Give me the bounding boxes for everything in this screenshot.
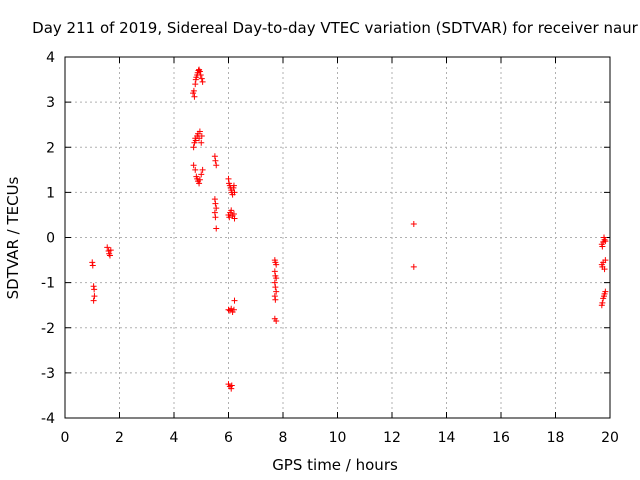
data-point xyxy=(212,157,219,164)
data-point xyxy=(107,247,114,254)
data-point xyxy=(599,243,606,250)
data-point xyxy=(213,225,220,232)
x-tick-label: 20 xyxy=(601,430,619,446)
data-point xyxy=(602,288,609,295)
data-point xyxy=(190,144,197,151)
data-point xyxy=(195,67,202,74)
data-point xyxy=(89,262,96,269)
grid xyxy=(65,57,610,418)
data-point xyxy=(231,189,238,196)
y-tick-label: 3 xyxy=(46,95,55,111)
data-points xyxy=(89,66,609,392)
data-point xyxy=(197,72,204,79)
data-point xyxy=(271,268,278,275)
data-point xyxy=(602,257,609,264)
data-point xyxy=(198,75,205,82)
data-point xyxy=(225,175,232,182)
data-point xyxy=(272,284,279,291)
x-tick-label: 16 xyxy=(492,430,510,446)
data-point xyxy=(226,214,233,221)
data-point xyxy=(91,286,98,293)
data-point xyxy=(228,385,235,392)
x-tick-label: 6 xyxy=(224,430,233,446)
data-point xyxy=(213,205,220,212)
data-point xyxy=(599,299,606,306)
data-point xyxy=(273,317,280,324)
data-point xyxy=(230,182,237,189)
y-tick-label: 2 xyxy=(46,140,55,156)
data-point xyxy=(272,296,279,303)
data-point xyxy=(231,297,238,304)
data-point xyxy=(191,93,198,100)
data-point xyxy=(410,263,417,270)
plot-frame xyxy=(64,56,611,419)
data-point xyxy=(273,288,280,295)
data-point xyxy=(104,244,111,251)
data-point xyxy=(196,180,203,187)
data-point xyxy=(231,215,238,222)
data-point xyxy=(198,139,205,146)
data-point xyxy=(230,211,237,218)
data-point xyxy=(228,207,235,214)
data-point xyxy=(192,137,199,144)
data-point xyxy=(211,153,218,160)
y-tick-label: 0 xyxy=(46,231,55,247)
data-point xyxy=(190,162,197,169)
y-tick-label: -4 xyxy=(41,411,55,427)
x-tick-label: 8 xyxy=(279,430,288,446)
data-point xyxy=(228,382,235,389)
data-point xyxy=(106,252,113,259)
data-point xyxy=(198,132,205,139)
data-point xyxy=(212,214,219,221)
x-tick-label: 10 xyxy=(329,430,347,446)
data-point xyxy=(211,209,218,216)
y-tick-label: 1 xyxy=(46,185,55,201)
data-point xyxy=(212,200,219,207)
data-point xyxy=(228,305,235,312)
data-point xyxy=(192,166,199,173)
data-point xyxy=(410,220,417,227)
data-point xyxy=(199,78,206,85)
data-point xyxy=(271,293,278,300)
data-point xyxy=(196,68,203,75)
x-axis-label: GPS time / hours xyxy=(272,456,398,474)
data-point xyxy=(196,128,203,135)
x-tick-label: 0 xyxy=(61,430,70,446)
x-tick-label: 12 xyxy=(383,430,401,446)
data-point xyxy=(213,162,220,169)
data-point xyxy=(192,81,199,88)
data-point xyxy=(230,306,237,313)
x-tick-label: 14 xyxy=(438,430,456,446)
x-tick-label: 4 xyxy=(170,430,179,446)
x-tick-label: 18 xyxy=(547,430,565,446)
data-point xyxy=(199,166,206,173)
data-point xyxy=(602,238,609,245)
y-tick-label: -3 xyxy=(41,366,55,382)
y-tick-label: 4 xyxy=(46,50,55,66)
data-point xyxy=(211,196,218,203)
y-tick-label: -1 xyxy=(41,276,55,292)
y-tick-label: -2 xyxy=(41,321,55,337)
data-point xyxy=(198,171,205,178)
x-tick-label: 2 xyxy=(115,430,124,446)
data-point xyxy=(91,293,98,300)
data-point xyxy=(273,275,280,282)
data-point xyxy=(271,279,278,286)
data-point xyxy=(225,306,232,313)
data-point xyxy=(90,297,97,304)
data-point xyxy=(601,266,608,273)
data-point xyxy=(90,283,97,290)
data-point xyxy=(601,236,608,243)
data-point xyxy=(190,87,197,94)
data-point xyxy=(89,259,96,266)
data-point xyxy=(196,176,203,183)
data-point xyxy=(273,261,280,268)
chart-title: Day 211 of 2019, Sidereal Day-to-day VTE… xyxy=(32,19,639,37)
y-axis-label: SDTVAR / TECUs xyxy=(4,176,22,299)
